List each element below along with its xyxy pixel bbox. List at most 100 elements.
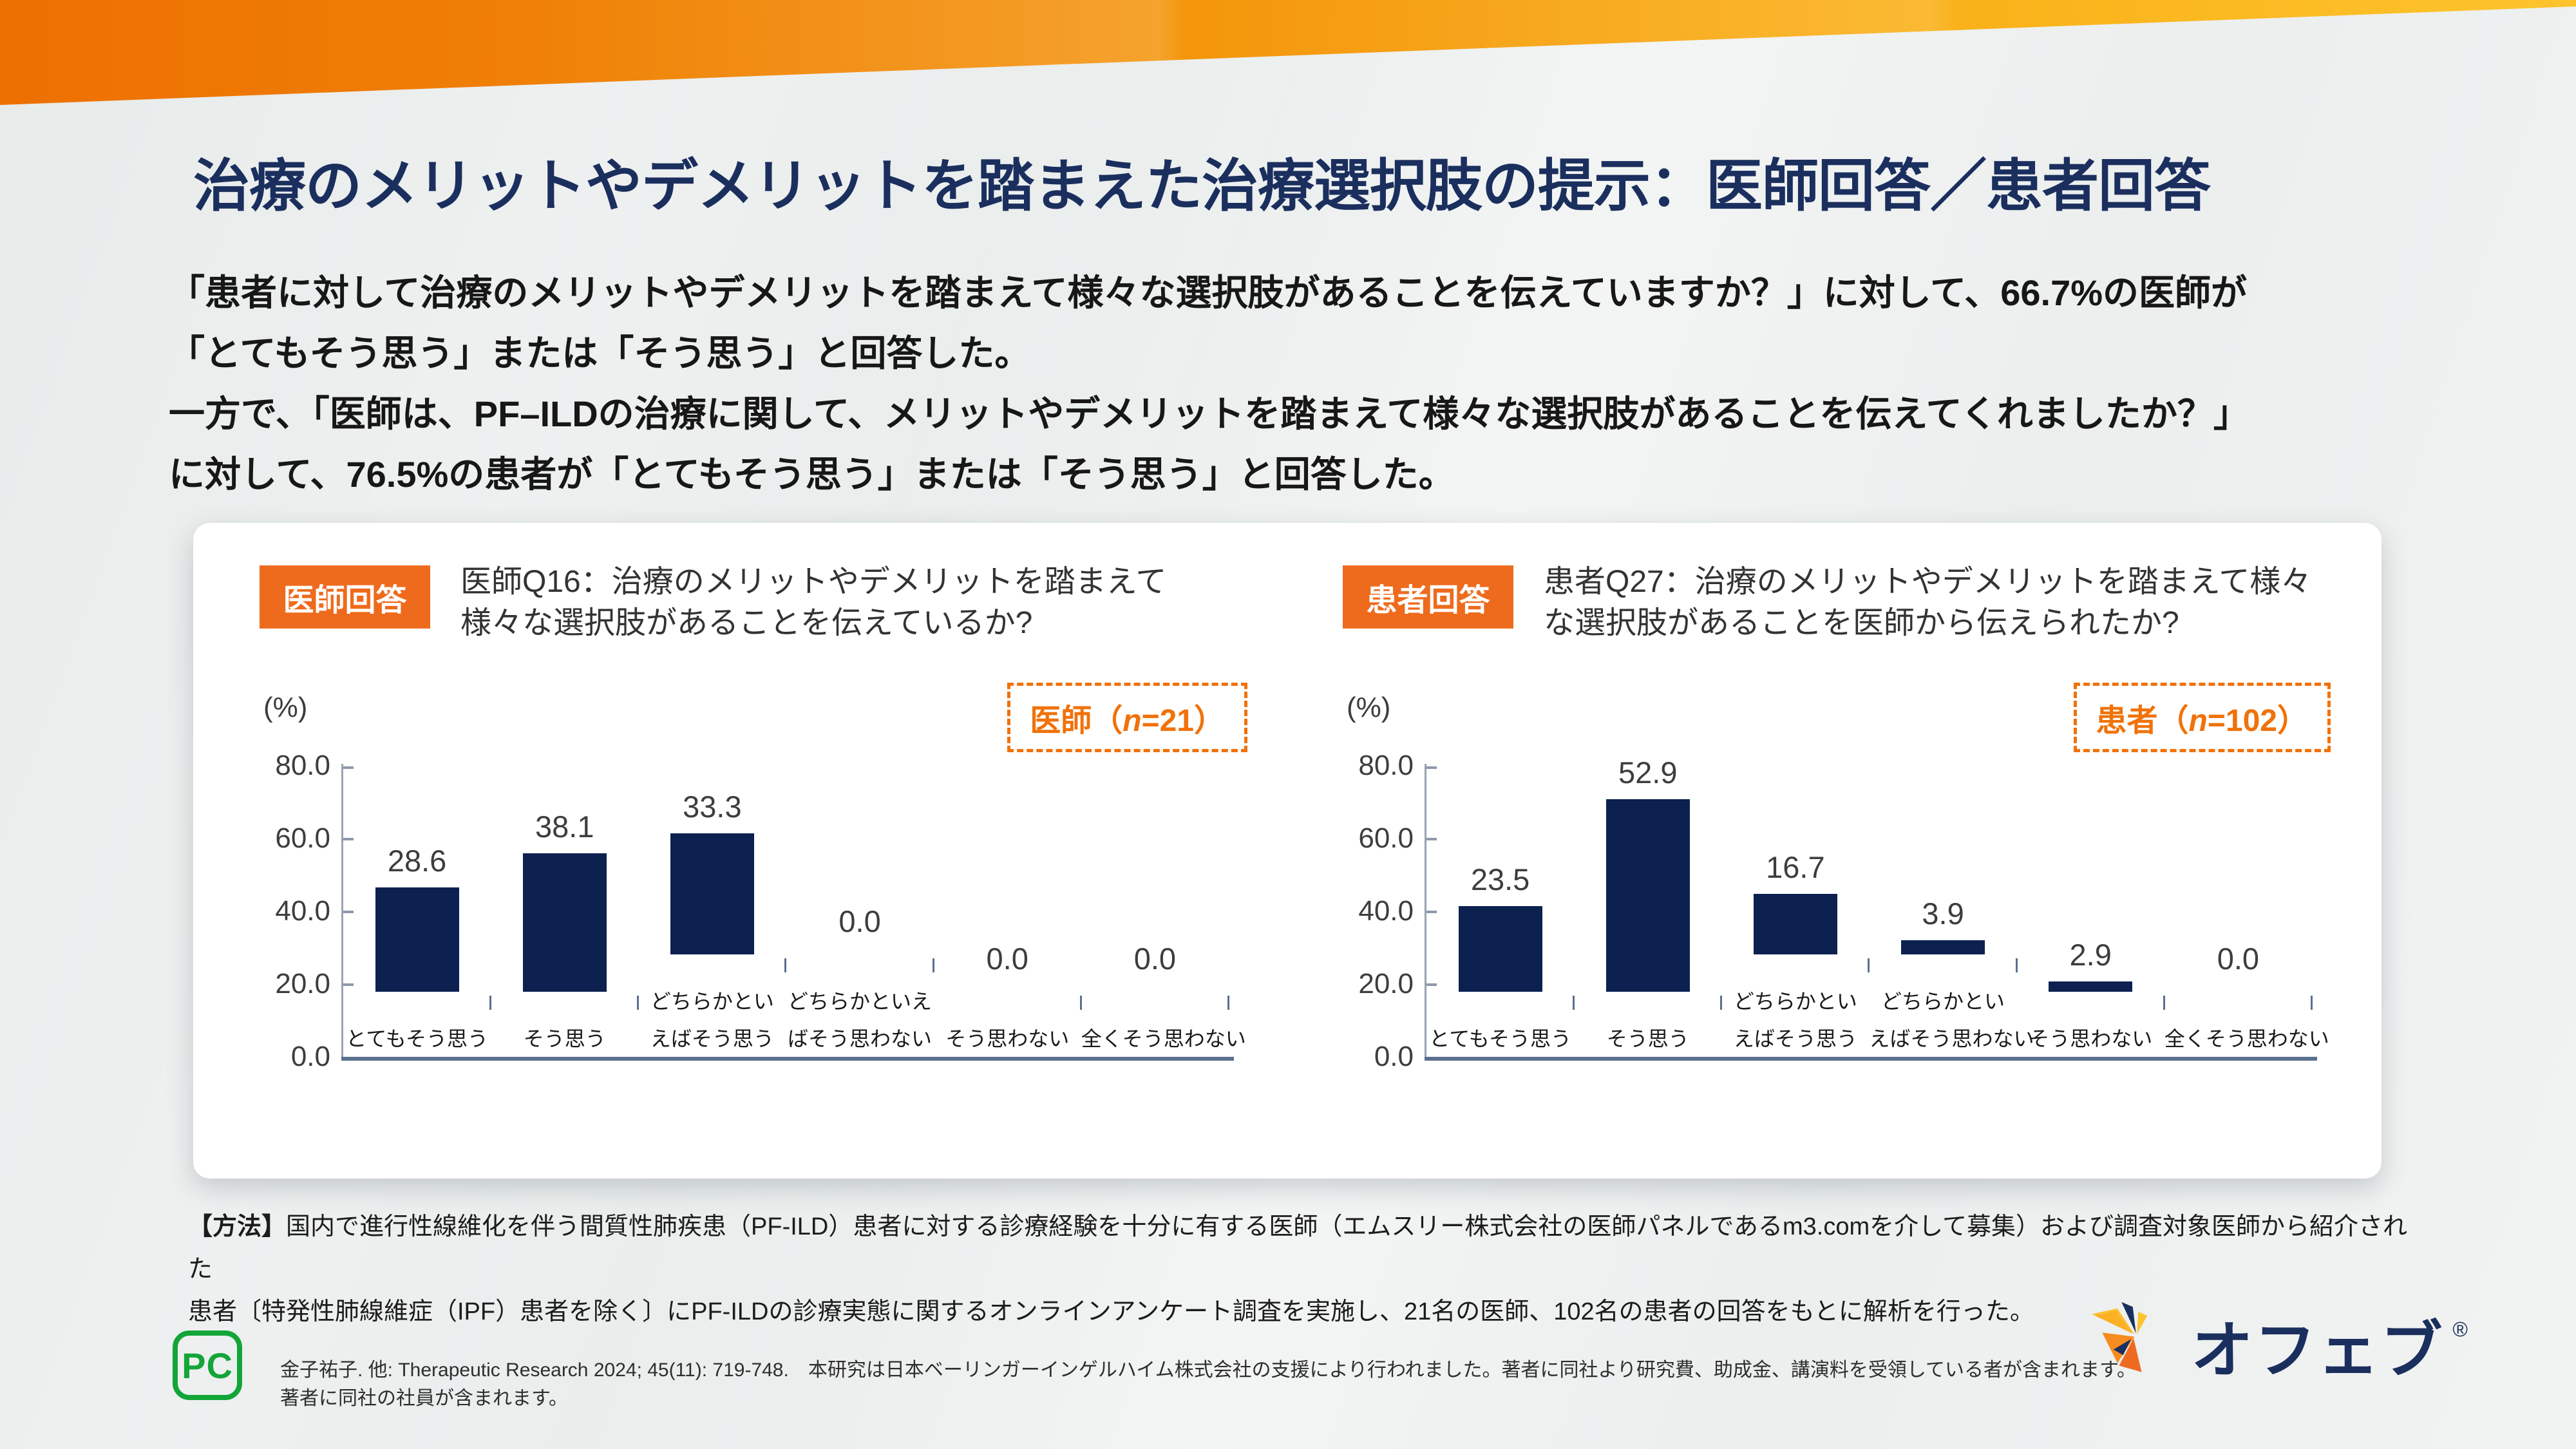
y-tick-label: 20.0 — [1358, 968, 1414, 999]
bar — [1458, 906, 1542, 992]
bar-slot: 52.9 そう思う — [1574, 755, 1723, 1057]
patient-plot: 80.0 60.0 40.0 20.0 0.0 23.5 とてもそう思う 52.… — [1358, 750, 2329, 1072]
summary-text: 「患者に対して治療のメリットやデメリットを踏まえて様々な選択肢があることを伝えて… — [169, 263, 2461, 505]
y-tick-label: 80.0 — [275, 750, 330, 781]
bar-value-label: 33.3 — [683, 789, 742, 824]
top-orange-ribbon — [0, 0, 2576, 105]
bar-slot: 0.0 全くそう思わない — [2164, 766, 2329, 1057]
method-line1: 国内で進行性線維化を伴う間質性肺疾患（PF-ILD）患者に対する診療経験を十分に… — [188, 1213, 2407, 1283]
y-tick-label: 20.0 — [275, 968, 330, 999]
bar-slot: 23.5 とてもそう思う — [1426, 766, 1575, 1057]
bar — [1753, 893, 1837, 954]
bar-slot: 0.0 そう思わない — [934, 766, 1082, 1057]
physician-question-line2: 様々な選択肢があることを伝えているか? — [460, 606, 1033, 640]
bar-value-label: 23.5 — [1470, 862, 1530, 897]
y-tick-label: 0.0 — [290, 1041, 330, 1072]
physician-unit-label: (%) — [263, 692, 308, 723]
y-axis-tick — [1426, 838, 1437, 840]
y-axis-line — [1425, 764, 1426, 1057]
y-tick-label: 40.0 — [275, 895, 330, 927]
bar-value-label: 16.7 — [1766, 849, 1825, 884]
category-label: そう思う — [1606, 1027, 1689, 1050]
legend-n: n — [2188, 704, 2208, 738]
bar-slot: 0.0 全くそう思わない — [1081, 766, 1246, 1057]
legend-prefix: 患者（ — [2096, 704, 2189, 738]
y-axis-tick — [343, 838, 354, 840]
patient-unit-label: (%) — [1347, 692, 1391, 723]
physician-question: 医師Q16：治療のメリットやデメリットを踏まえて 様々な選択肢があることを伝えて… — [460, 562, 1259, 644]
summary-line-1: 「患者に対して治療のメリットやデメリットを踏まえて様々な選択肢があることを伝えて… — [169, 272, 2248, 313]
x-axis-line — [1425, 1057, 2317, 1061]
y-axis-tick — [1426, 766, 1437, 769]
bar — [1901, 940, 1985, 954]
category-label: そう思う — [523, 1027, 606, 1050]
bar-value-label: 52.9 — [1618, 755, 1678, 790]
physician-plot: 80.0 60.0 40.0 20.0 0.0 28.6 とてもそう思う 38.… — [275, 750, 1246, 1072]
bar-slot: 16.7 どちらかとい えばそう思う — [1721, 766, 1870, 1057]
bar-value-label: 2.9 — [2069, 937, 2112, 972]
y-axis-tick — [1426, 911, 1437, 913]
patient-question-line1: 患者Q27：治療のメリットやデメリットを踏まえて様々 — [1544, 565, 2312, 599]
y-tick-label: 80.0 — [1358, 750, 1414, 781]
legend-suffix: =102） — [2207, 704, 2308, 738]
y-tick-label: 60.0 — [275, 822, 330, 854]
method-label: 【方法】 — [188, 1213, 287, 1240]
bar-value-label: 38.1 — [535, 809, 594, 844]
patient-chart-panel: 患者回答 患者Q27：治療のメリットやデメリットを踏まえて様々 な選択肢があるこ… — [1343, 565, 2334, 1145]
patient-legend-box: 患者（n=102） — [2073, 683, 2331, 752]
brand-logo: オフェブ ® — [2085, 1293, 2468, 1396]
bar-slot: 28.6 とてもそう思う — [343, 766, 492, 1057]
category-label: どちらかといえばそう思わない — [788, 990, 933, 1050]
pc-mark-icon: PC — [173, 1331, 242, 1400]
category-label: 全くそう思わない — [1081, 1027, 1246, 1050]
y-axis-tick — [1426, 983, 1437, 986]
registered-mark: ® — [2452, 1318, 2468, 1341]
y-axis-tick — [343, 766, 354, 769]
bar-slot: 0.0 どちらかといえ ばそう思わない — [786, 766, 934, 1057]
y-tick-label: 0.0 — [1374, 1041, 1414, 1072]
chart-card: 医師回答 医師Q16：治療のメリットやデメリットを踏まえて 様々な選択肢があるこ… — [193, 523, 2382, 1179]
ofev-bird-icon — [2092, 1302, 2148, 1372]
summary-line-4: に対して、76.5%の患者が「とてもそう思う」または「そう思う」と回答した。 — [169, 454, 1455, 495]
x-axis-line — [341, 1057, 1234, 1061]
bar-group: 23.5 とてもそう思う 52.9 そう思う 16.7 どちらかとい えばそう思う… — [1426, 755, 2329, 1057]
y-tick-label: 40.0 — [1358, 895, 1414, 927]
bar-slot: 33.3 どちらかとい えばそう思う — [638, 766, 787, 1057]
category-label: そう思わない — [2029, 1027, 2153, 1050]
patient-badge: 患者回答 — [1343, 565, 1513, 629]
bar — [522, 853, 607, 992]
bar-value-label: 0.0 — [986, 942, 1028, 976]
patient-question-line2: な選択肢があることを医師から伝えられたか? — [1544, 606, 2179, 640]
physician-chart-panel: 医師回答 医師Q16：治療のメリットやデメリットを踏まえて 様々な選択肢があるこ… — [260, 565, 1251, 1145]
bar-group: 28.6 とてもそう思う 38.1 そう思う 33.3 どちらかとい えばそう思う… — [343, 766, 1246, 1057]
category-label: どちらかとい えばそう思う — [650, 990, 774, 1050]
bar-value-label: 28.6 — [387, 844, 447, 878]
page-title: 治療のメリットやデメリットを踏まえた治療選択肢の提示：医師回答／患者回答 — [193, 154, 2211, 218]
bar-slot: 38.1 そう思う — [491, 766, 639, 1057]
bar — [1605, 799, 1690, 992]
citation-text: 金子祐子. 他: Therapeutic Research 2024; 45(1… — [280, 1359, 2137, 1409]
physician-badge: 医師回答 — [260, 565, 430, 629]
bar-value-label: 0.0 — [2217, 942, 2260, 976]
y-axis-tick — [343, 983, 354, 986]
category-label: どちらかとい えばそう思う — [1733, 990, 1857, 1050]
bar-value-label: 0.0 — [838, 904, 881, 938]
y-tick-label: 60.0 — [1358, 822, 1414, 854]
legend-n: n — [1122, 704, 1142, 738]
bar-value-label: 3.9 — [1922, 896, 1964, 931]
physician-question-line1: 医師Q16：治療のメリットやデメリットを踏まえて — [460, 565, 1167, 599]
bar-slot: 2.9 そう思わない — [2017, 766, 2165, 1057]
legend-suffix: =21） — [1141, 704, 1225, 738]
y-axis-tick — [343, 911, 354, 913]
category-label: とてもそう思う — [346, 1027, 488, 1050]
bar — [2049, 981, 2133, 992]
physician-legend-box: 医師（n=21） — [1007, 683, 1247, 752]
category-label: とてもそう思う — [1429, 1027, 1571, 1050]
bar — [670, 833, 754, 954]
summary-line-2: 「とてもそう思う」または「そう思う」と回答した。 — [169, 333, 1031, 374]
bar — [375, 887, 459, 992]
brand-name: オフェブ — [2191, 1316, 2444, 1385]
method-line2: 患者〔特発性肺線維症（IPF）患者を除く〕にPF-ILDの診療実態に関するオンラ… — [188, 1298, 2034, 1325]
legend-prefix: 医師（ — [1030, 704, 1123, 738]
